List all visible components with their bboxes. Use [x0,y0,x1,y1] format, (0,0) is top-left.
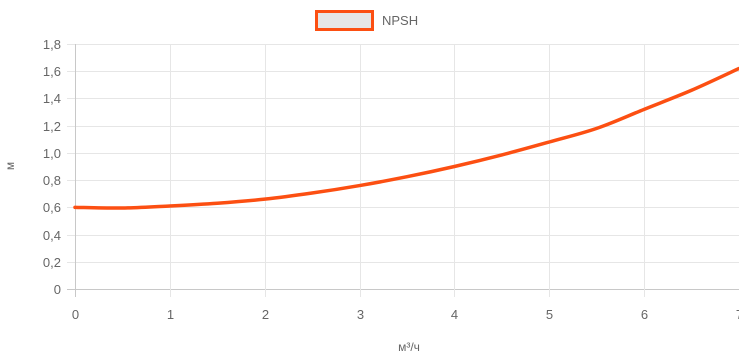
x-tick-label: 4 [451,307,458,322]
x-axis-title: м³/ч [398,340,420,354]
y-tick-label: 0,6 [43,200,61,215]
grid-lines [67,44,739,297]
y-tick-label: 0 [54,282,61,297]
x-tick-label: 3 [357,307,364,322]
legend[interactable]: NPSH [315,10,419,31]
y-tick-label: 1,4 [43,91,61,106]
x-tick-label: 2 [262,307,269,322]
x-tick-label: 5 [546,307,553,322]
y-tick-label: 1,0 [43,146,61,161]
x-tick-label: 0 [72,307,79,322]
y-tick-label: 0,2 [43,255,61,270]
npsh-series-line [73,66,739,210]
y-tick-labels: 0 0,2 0,4 0,6 0,8 1,0 1,2 1,4 1,6 1,8 [43,37,61,297]
series-lines [73,66,739,210]
y-tick-label: 0,4 [43,228,61,243]
x-tick-label: 6 [641,307,648,322]
x-tick-label: 1 [167,307,174,322]
y-axis-title: м [3,162,17,170]
y-tick-label: 1,2 [43,119,61,134]
x-tick-labels: 0 1 2 3 4 5 6 7 [72,307,739,322]
y-tick-label: 0,8 [43,173,61,188]
legend-swatch[interactable] [315,10,374,31]
legend-label[interactable]: NPSH [382,13,418,28]
y-tick-label: 1,6 [43,64,61,79]
x-tick-label: 7 [736,307,739,322]
y-tick-label: 1,8 [43,37,61,52]
